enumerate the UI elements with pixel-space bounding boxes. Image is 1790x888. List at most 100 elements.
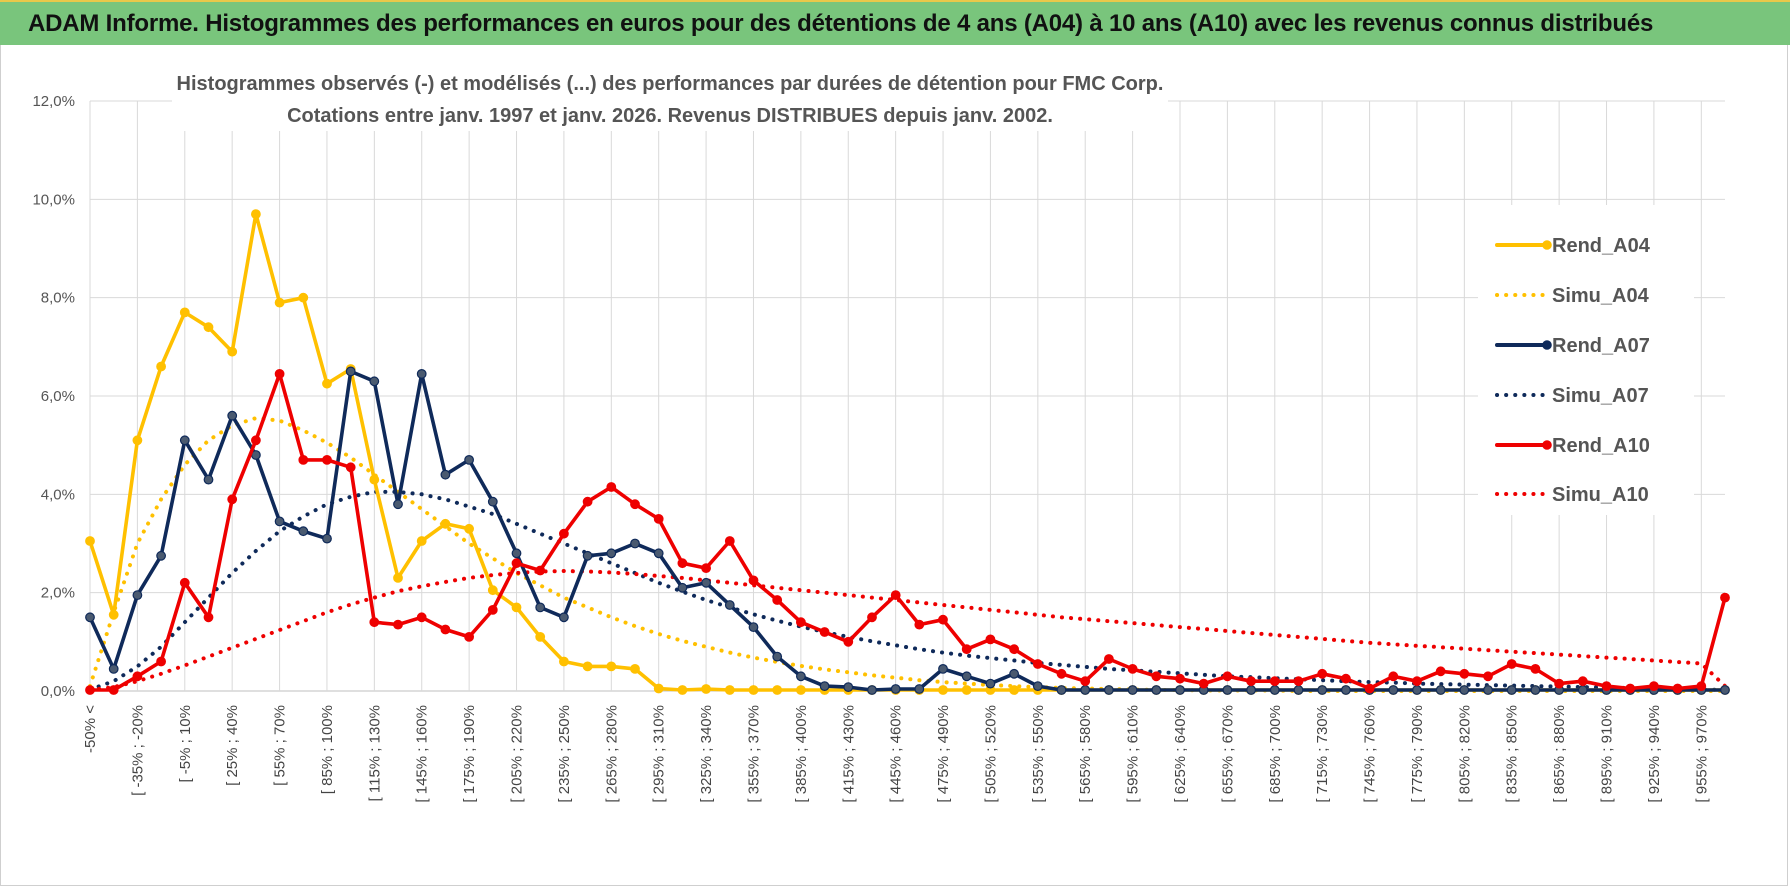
report-header: ADAM Informe. Histogrammes des performan… [0,0,1790,45]
legend-item-rend-a07: Rend_A07 [1495,335,1650,357]
x-tick-label: [ 115% ; 130% [366,705,383,801]
data-point [1127,664,1138,674]
x-axis-ticks: -50% < [ -35% ; -20% [ -5% ; 10% [ 25% ; 40… [82,705,1710,803]
data-point [559,528,569,539]
data-point [819,627,830,637]
data-point [724,600,735,610]
data-point [369,376,380,387]
data-point [227,410,238,421]
data-point [322,533,332,544]
data-point [1435,666,1446,677]
x-tick-label: [ 295% ; 310% [651,705,668,803]
series-simu-a07 [88,489,1727,692]
data-point [630,664,640,674]
grid-lines [89,100,1725,692]
data-point [1080,685,1091,695]
data-point [772,595,783,605]
data-point [1009,644,1019,655]
data-point [867,612,877,623]
data-point [1127,685,1138,695]
data-point [630,499,640,510]
y-tick-label: 8,0% [41,290,75,307]
data-point [108,609,119,620]
x-tick-label: [ 925% ; 940% [1646,705,1663,803]
data-point [1103,654,1114,664]
data-point [132,671,143,682]
chart-title-box: Histogrammes observés (-) et modélisés (… [172,63,1168,131]
data-point [961,671,972,682]
data-point [179,577,190,588]
data-point [511,602,522,613]
data-point [938,685,948,695]
x-tick-label: [ 355% ; 370% [745,705,762,803]
data-point [416,369,427,379]
y-tick-label: 10,0% [32,191,75,208]
data-point [511,558,522,569]
series-line [88,569,1727,692]
data-point [203,322,214,333]
data-point [1080,676,1091,687]
x-tick-label: [ 55% ; 70% [272,705,289,786]
data-point [1032,681,1043,691]
data-point [701,563,711,573]
x-tick-label: [ 265% ; 280% [603,705,620,803]
chart-title-background [172,63,1168,131]
series-line [88,489,1727,692]
data-point [440,469,451,480]
data-point [677,582,688,593]
data-point [1222,685,1233,695]
data-point [606,482,617,492]
data-point [274,516,285,527]
data-point [440,518,451,529]
chart-area: 0,0% 2,0% 4,0% 6,0% 8,0% 10,0% 12,0% Histogram… [32,63,1730,803]
data-point [1459,685,1470,695]
data-point [938,614,948,625]
data-point [203,612,214,623]
x-tick-label: [ 385% ; 400% [793,705,810,803]
series-line [88,372,1727,692]
data-point [914,684,925,694]
data-point [179,435,190,446]
x-tick-label: [ 85% ; 100% [319,705,336,794]
data-point [1483,685,1493,695]
data-point [1625,683,1636,694]
chart-title-line2: Cotations entre janv. 1997 et janv. 2026… [287,105,1053,127]
data-point [1554,678,1564,689]
x-tick-label: [ 475% ; 490% [935,705,952,803]
data-point [1388,671,1399,682]
data-point [1648,681,1659,691]
data-point [85,612,95,623]
series-simu-a10 [88,569,1727,692]
data-point [1103,685,1114,695]
data-point [487,585,498,596]
legend: Rend_A04 Simu_A04 Rend_A07 Simu_A07 Rend_A10… [1478,205,1694,515]
data-point [1577,685,1588,695]
data-point [369,474,380,485]
data-point [393,573,403,583]
data-point [416,612,427,623]
data-point [393,499,403,510]
data-point [1222,671,1233,682]
x-tick-label: -50% < [82,705,99,753]
data-point [487,496,498,507]
data-point [1435,685,1446,695]
data-point [724,685,735,695]
data-point [179,307,190,318]
x-tick-label: [ 955% ; 970% [1693,705,1710,803]
data-point [322,455,332,465]
data-point [345,462,356,473]
data-point [227,494,238,505]
legend-marker [1542,340,1552,350]
data-point [535,565,546,576]
legend-marker [1542,440,1552,450]
data-point [843,636,854,647]
x-tick-label: [ 895% ; 910% [1599,705,1616,803]
data-point [1009,668,1019,679]
data-point [653,683,664,694]
data-point [1293,676,1304,687]
x-tick-label: [ 565% ; 580% [1077,705,1094,803]
x-tick-label: [ 445% ; 460% [888,705,905,803]
data-point [1317,685,1328,695]
data-point [274,369,285,379]
data-point [1601,681,1612,691]
